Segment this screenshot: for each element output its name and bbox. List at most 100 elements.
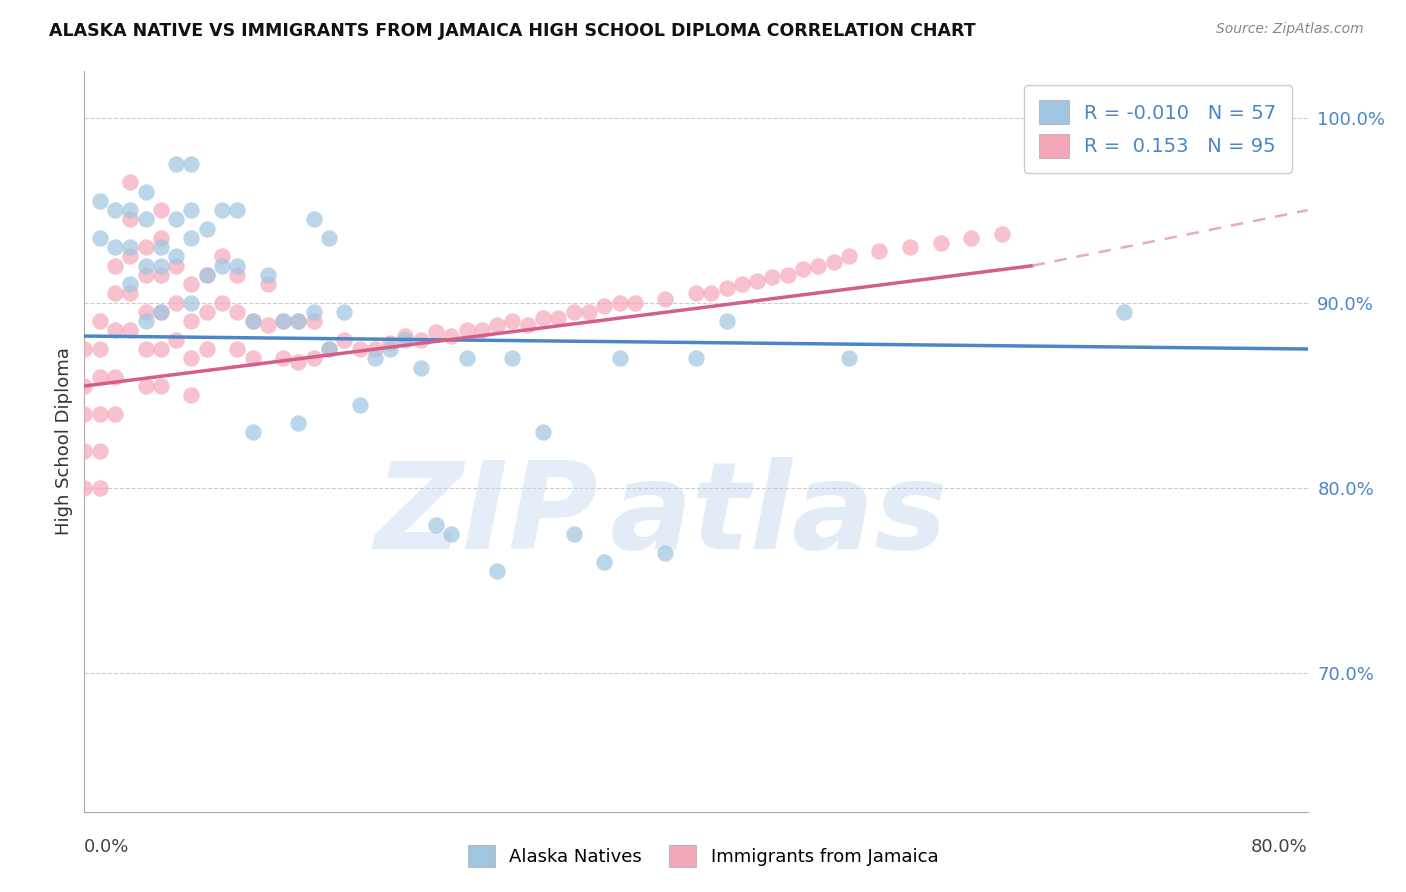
Text: 80.0%: 80.0%: [1251, 838, 1308, 856]
Point: [838, 351, 860, 366]
Point: [195, 268, 218, 282]
Point: [89, 369, 111, 384]
Text: atlas: atlas: [610, 457, 949, 574]
Point: [104, 286, 127, 301]
Point: [89, 342, 111, 356]
Point: [180, 314, 202, 328]
Point: [609, 351, 631, 366]
Point: [257, 268, 280, 282]
Point: [226, 259, 249, 273]
Point: [333, 305, 356, 319]
Point: [562, 527, 585, 541]
Legend: R = -0.010   N = 57, R =  0.153   N = 95: R = -0.010 N = 57, R = 0.153 N = 95: [1024, 85, 1292, 173]
Point: [195, 342, 218, 356]
Point: [242, 351, 264, 366]
Point: [104, 323, 127, 337]
Point: [149, 259, 172, 273]
Point: [211, 203, 233, 218]
Point: [929, 236, 952, 251]
Point: [211, 249, 233, 263]
Point: [89, 194, 111, 208]
Point: [562, 305, 585, 319]
Y-axis label: High School Diploma: High School Diploma: [55, 348, 73, 535]
Point: [135, 185, 157, 199]
Point: [486, 564, 509, 578]
Point: [165, 249, 187, 263]
Point: [211, 259, 233, 273]
Point: [578, 305, 600, 319]
Point: [302, 351, 325, 366]
Point: [700, 286, 723, 301]
Point: [104, 259, 127, 273]
Point: [135, 240, 157, 254]
Point: [318, 231, 340, 245]
Point: [120, 277, 142, 292]
Point: [73, 342, 96, 356]
Point: [609, 295, 631, 310]
Point: [89, 231, 111, 245]
Point: [149, 203, 172, 218]
Point: [89, 407, 111, 421]
Point: [654, 292, 676, 306]
Point: [120, 240, 142, 254]
Point: [135, 305, 157, 319]
Point: [531, 310, 554, 325]
Point: [716, 314, 738, 328]
Point: [180, 388, 202, 402]
Point: [654, 546, 676, 560]
Point: [242, 425, 264, 440]
Point: [440, 329, 463, 343]
Point: [716, 281, 738, 295]
Point: [120, 212, 142, 227]
Point: [364, 342, 387, 356]
Point: [135, 212, 157, 227]
Point: [242, 314, 264, 328]
Point: [287, 416, 309, 430]
Point: [271, 314, 294, 328]
Point: [792, 262, 814, 277]
Point: [135, 268, 157, 282]
Point: [135, 379, 157, 393]
Point: [165, 333, 187, 347]
Point: [104, 203, 127, 218]
Point: [149, 379, 172, 393]
Point: [761, 269, 783, 284]
Point: [165, 295, 187, 310]
Point: [165, 157, 187, 171]
Point: [73, 379, 96, 393]
Point: [120, 286, 142, 301]
Point: [425, 326, 447, 340]
Point: [731, 277, 754, 292]
Point: [195, 305, 218, 319]
Point: [547, 310, 569, 325]
Point: [1114, 305, 1136, 319]
Text: 0.0%: 0.0%: [84, 838, 129, 856]
Point: [271, 314, 294, 328]
Point: [287, 355, 309, 369]
Point: [349, 342, 371, 356]
Point: [807, 259, 830, 273]
Point: [318, 342, 340, 356]
Point: [104, 369, 127, 384]
Point: [456, 323, 478, 337]
Point: [349, 397, 371, 411]
Point: [440, 527, 463, 541]
Point: [149, 240, 172, 254]
Point: [211, 295, 233, 310]
Point: [73, 443, 96, 458]
Point: [89, 314, 111, 328]
Point: [302, 314, 325, 328]
Point: [73, 481, 96, 495]
Point: [165, 212, 187, 227]
Point: [471, 323, 494, 337]
Point: [195, 221, 218, 235]
Point: [73, 407, 96, 421]
Legend: Alaska Natives, Immigrants from Jamaica: Alaska Natives, Immigrants from Jamaica: [461, 838, 945, 874]
Point: [104, 407, 127, 421]
Point: [226, 268, 249, 282]
Point: [180, 231, 202, 245]
Point: [89, 481, 111, 495]
Point: [991, 227, 1014, 242]
Point: [516, 318, 538, 332]
Point: [502, 314, 524, 328]
